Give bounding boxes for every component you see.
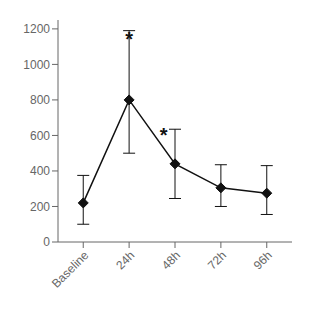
svg-text:72h: 72h bbox=[205, 248, 229, 272]
svg-text:*: * bbox=[125, 28, 133, 50]
svg-text:200: 200 bbox=[30, 200, 50, 214]
svg-text:0: 0 bbox=[43, 235, 50, 249]
svg-text:96h: 96h bbox=[251, 248, 275, 272]
svg-text:1000: 1000 bbox=[23, 58, 50, 72]
svg-text:1200: 1200 bbox=[23, 22, 50, 36]
svg-text:*: * bbox=[160, 124, 168, 146]
svg-text:24h: 24h bbox=[113, 248, 137, 272]
svg-text:600: 600 bbox=[30, 129, 50, 143]
svg-text:800: 800 bbox=[30, 93, 50, 107]
svg-text:400: 400 bbox=[30, 164, 50, 178]
svg-text:48h: 48h bbox=[159, 248, 183, 272]
svg-text:Baseline: Baseline bbox=[49, 248, 92, 291]
